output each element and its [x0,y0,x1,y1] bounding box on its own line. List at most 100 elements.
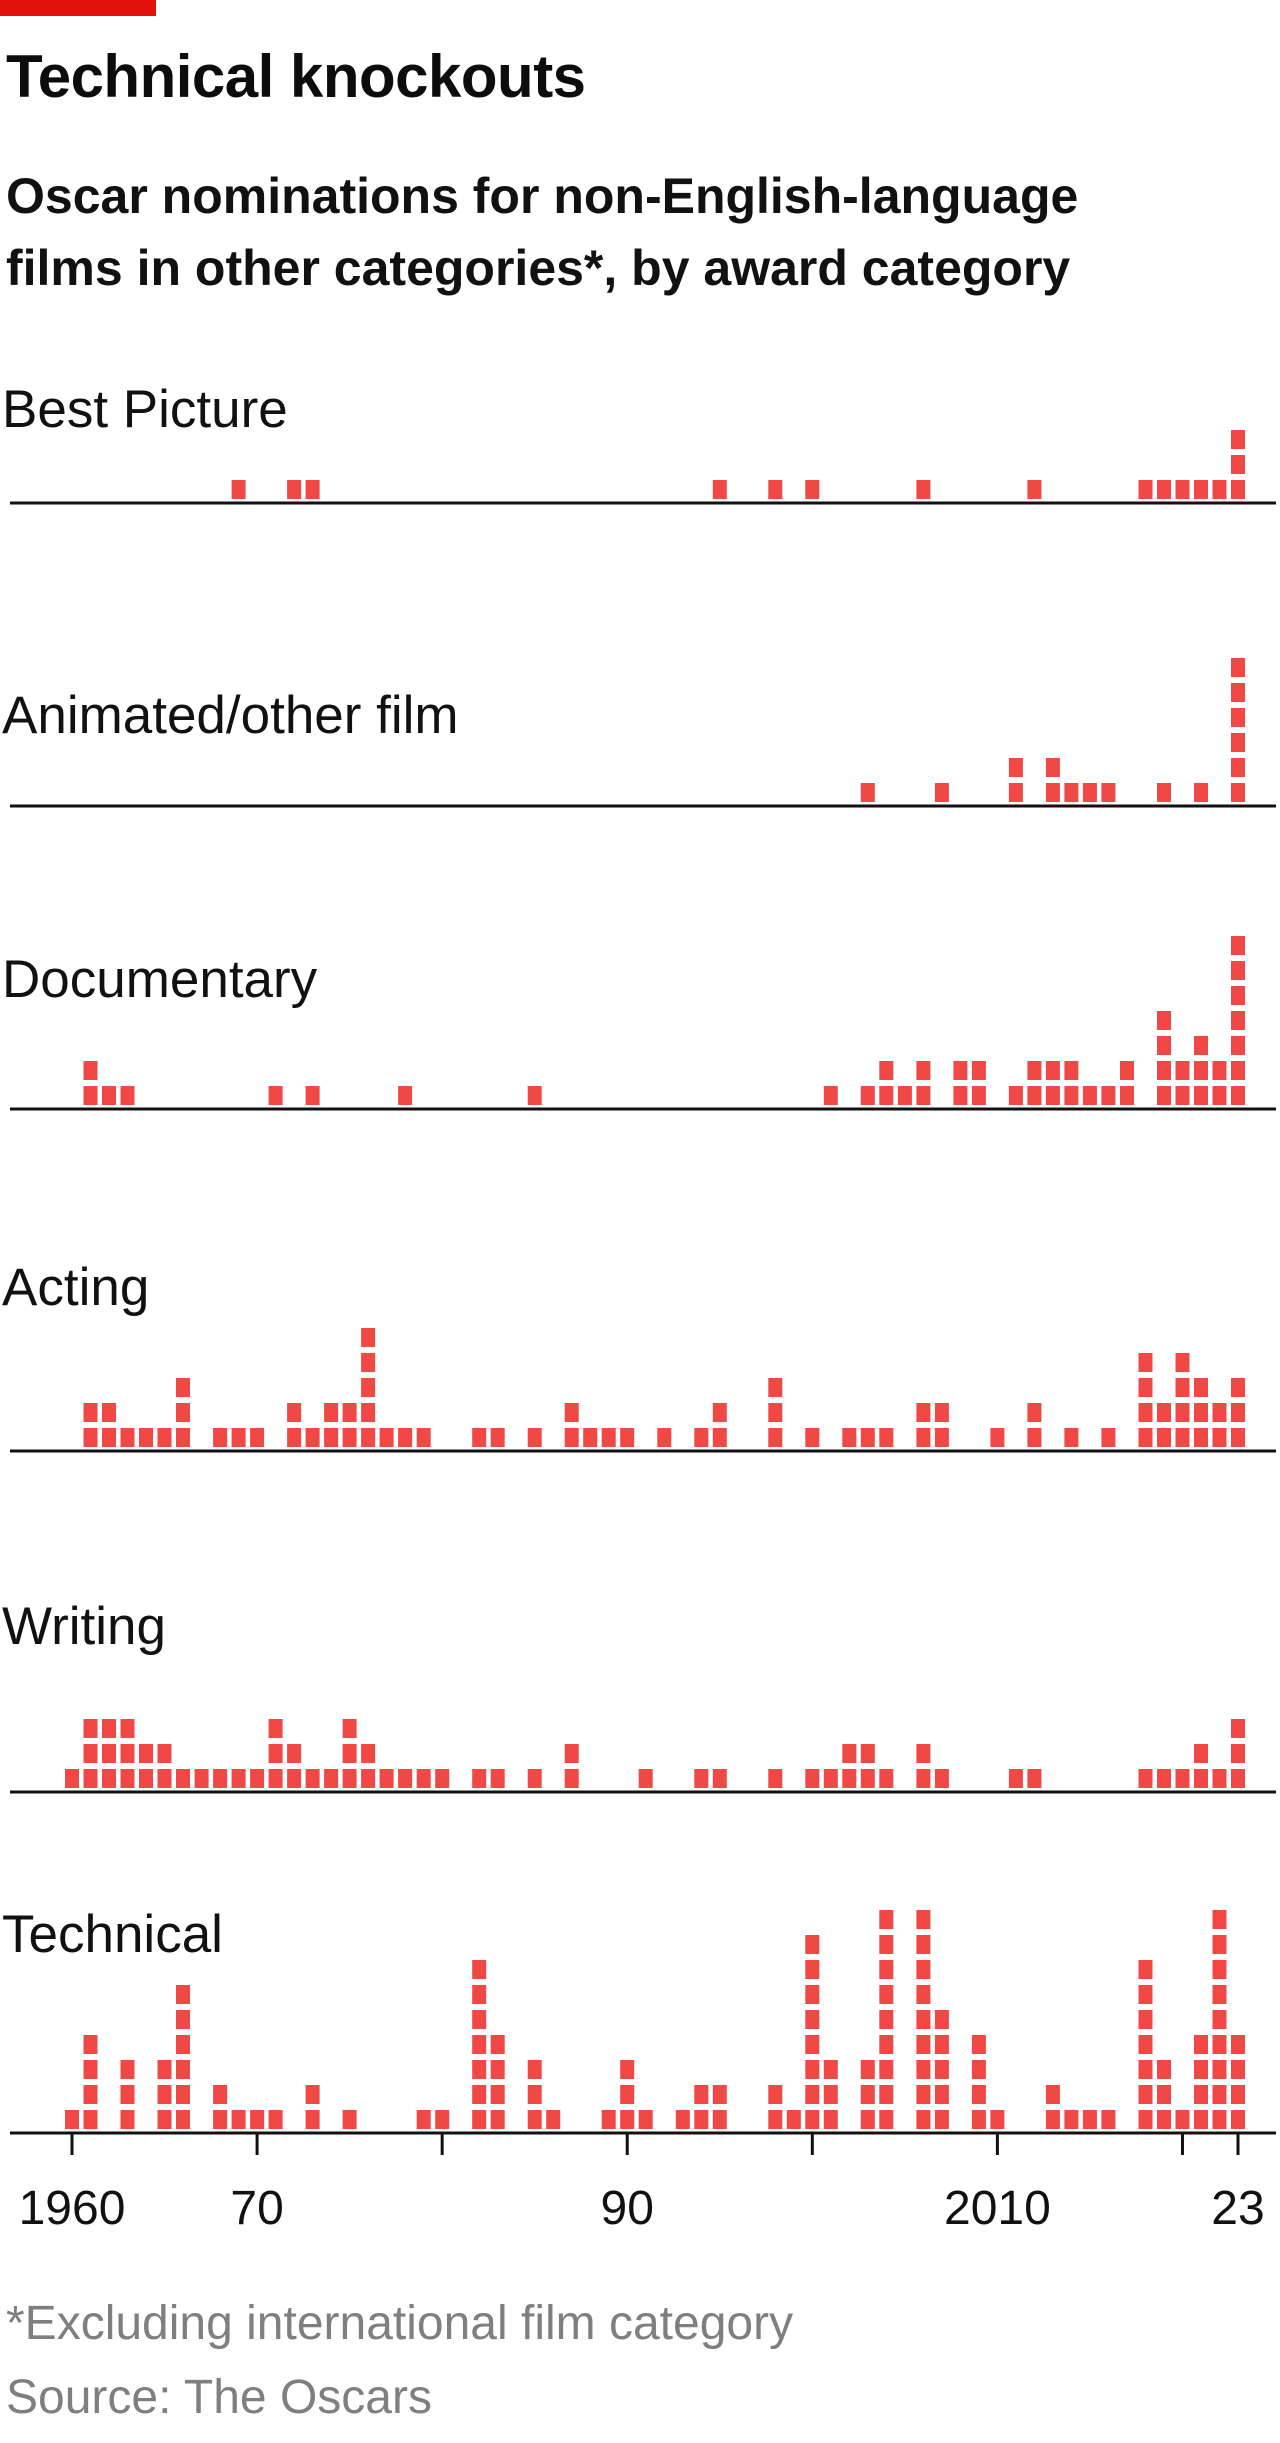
marker-acting-2020-3 [1175,1378,1190,1397]
marker-technical-1966-6 [176,1985,190,2004]
source-note: Source: The Oscars [6,2371,432,2424]
marker-writing-1962-1 [102,1769,116,1788]
marker-acting-1998-3 [768,1378,783,1397]
marker-technical-2004-2 [879,2085,894,2104]
marker-best-picture-2019-1 [1157,480,1171,499]
marker-technical-1961-3 [83,2060,98,2079]
marker-acting-1972-2 [287,1403,302,1422]
marker-writing-1991-1 [638,1769,653,1788]
marker-animated-other-film-2023-2 [1231,758,1245,777]
marker-technical-2006-5 [916,2010,931,2029]
marker-technical-2006-4 [916,2035,931,2054]
marker-technical-2010-1 [990,2110,1005,2129]
marker-acting-1966-2 [176,1403,190,1422]
marker-documentary-2013-2 [1045,1061,1060,1080]
marker-technical-2006-9 [916,1910,931,1929]
marker-technical-1963-2 [120,2085,135,2104]
marker-acting-1994-1 [694,1428,709,1447]
marker-best-picture-2006-1 [916,480,931,499]
marker-writing-1977-1 [379,1769,394,1788]
marker-writing-1970-1 [250,1769,265,1788]
marker-documentary-2021-2 [1194,1061,1208,1080]
marker-technical-2004-4 [879,2035,894,2054]
marker-acting-2019-1 [1157,1428,1171,1447]
marker-acting-2010-1 [990,1428,1005,1447]
marker-acting-1976-2 [361,1403,376,1422]
panel-label-writing: Writing [2,1597,166,1656]
marker-technical-1986-1 [546,2110,561,2129]
footnote: *Excluding international film category [6,2297,794,2350]
marker-best-picture-1995-1 [712,480,727,499]
marker-technical-2019-2 [1157,2085,1171,2104]
marker-writing-2000-1 [805,1769,820,1788]
marker-technical-2021-1 [1194,2110,1208,2129]
marker-documentary-2023-6 [1231,961,1245,980]
marker-technical-2018-4 [1138,2035,1153,2054]
marker-acting-1979-1 [416,1428,431,1447]
marker-technical-2018-7 [1138,1960,1153,1979]
marker-technical-2004-9 [879,1910,894,1929]
marker-documentary-2022-1 [1212,1086,1227,1105]
marker-writing-2012-1 [1027,1769,1042,1788]
marker-technical-1998-2 [768,2085,783,2104]
marker-animated-other-film-2023-6 [1231,658,1245,677]
marker-acting-2002-1 [842,1428,857,1447]
marker-technical-1995-2 [712,2085,727,2104]
marker-acting-1995-1 [712,1428,727,1447]
marker-documentary-2009-2 [971,1061,986,1080]
marker-acting-1973-1 [305,1428,320,1447]
marker-writing-1971-3 [268,1719,283,1738]
marker-documentary-2013-1 [1045,1086,1060,1105]
marker-technical-2007-2 [934,2085,949,2104]
marker-writing-1962-3 [102,1719,116,1738]
marker-documentary-2020-1 [1175,1086,1190,1105]
marker-best-picture-1972-1 [287,480,302,499]
x-tick-label-2010: 2010 [944,2182,1051,2235]
marker-acting-2006-2 [916,1403,931,1422]
marker-technical-1990-3 [620,2060,635,2079]
marker-documentary-2020-2 [1175,1061,1190,1080]
marker-writing-2002-1 [842,1769,857,1788]
marker-acting-2022-1 [1212,1428,1227,1447]
marker-technical-1990-2 [620,2085,635,2104]
marker-acting-2020-2 [1175,1403,1190,1422]
marker-technical-2000-1 [805,2110,820,2129]
marker-acting-2004-1 [879,1428,894,1447]
marker-acting-1972-1 [287,1428,302,1447]
marker-writing-1987-1 [564,1769,579,1788]
marker-technical-1982-7 [472,1960,487,1979]
marker-writing-1980-1 [435,1769,450,1788]
marker-writing-1994-1 [694,1769,709,1788]
marker-acting-1976-4 [361,1353,376,1372]
marker-animated-other-film-2015-1 [1082,783,1097,802]
marker-acting-2023-1 [1231,1428,1245,1447]
marker-technical-2006-6 [916,1985,931,2004]
marker-technical-1989-1 [601,2110,616,2129]
marker-technical-1966-4 [176,2035,190,2054]
marker-technical-1979-1 [416,2110,431,2129]
marker-acting-1962-1 [102,1428,116,1447]
marker-documentary-2023-2 [1231,1061,1245,1080]
marker-writing-2020-1 [1175,1769,1190,1788]
x-tick-label-23: 23 [1211,2182,1264,2235]
marker-documentary-1978-1 [398,1086,413,1105]
marker-animated-other-film-2007-1 [934,783,949,802]
marker-acting-2014-1 [1064,1428,1079,1447]
marker-technical-1966-1 [176,2110,190,2129]
marker-acting-1982-1 [472,1428,487,1447]
marker-writing-2023-3 [1231,1719,1245,1738]
marker-best-picture-2012-1 [1027,480,1042,499]
x-tick-label-70: 70 [230,2182,283,2235]
marker-technical-1965-2 [157,2085,172,2104]
marker-technical-2018-6 [1138,1985,1153,2004]
marker-documentary-2009-1 [971,1086,986,1105]
marker-writing-2004-1 [879,1769,894,1788]
marker-documentary-2014-2 [1064,1061,1079,1080]
marker-best-picture-1973-1 [305,480,320,499]
marker-technical-1983-2 [490,2085,505,2104]
marker-technical-1960-1 [65,2110,79,2129]
x-tick-label-90: 90 [601,2182,654,2235]
marker-writing-1982-1 [472,1769,487,1788]
panel-label-animated-other-film: Animated/other film [2,686,459,745]
marker-acting-1975-1 [342,1428,357,1447]
